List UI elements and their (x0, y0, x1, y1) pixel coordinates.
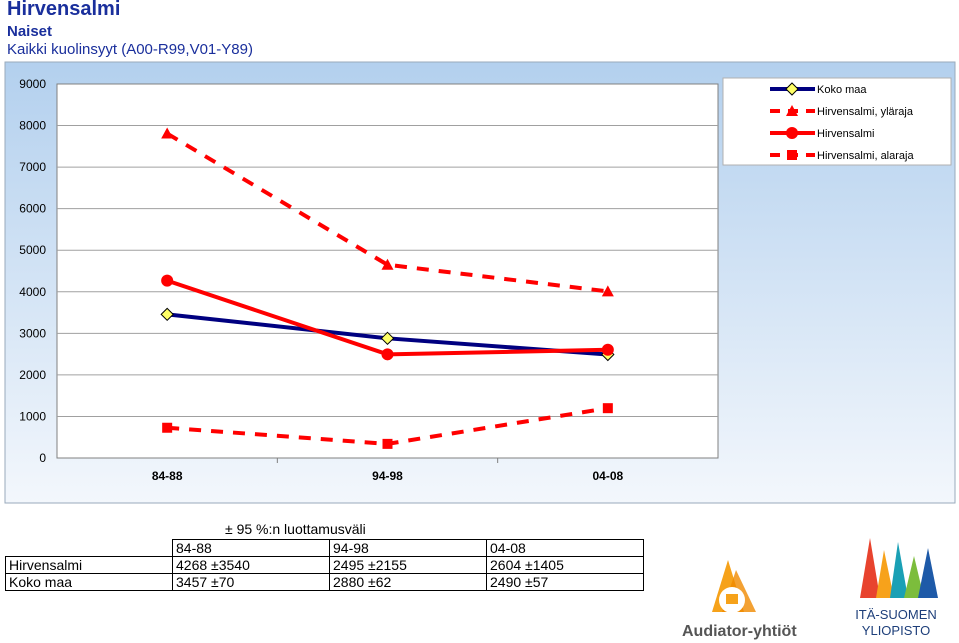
ci-col-header: 04-08 (486, 539, 644, 557)
ci-cell: 3457 ±70 (172, 573, 330, 591)
row-label: Hirvensalmi (5, 556, 173, 574)
legend-item: Hirvensalmi, yläraja (770, 105, 914, 118)
data-point (380, 331, 395, 346)
legend-label: Hirvensalmi (817, 128, 874, 140)
row-label: Koko maa (5, 573, 173, 591)
y-tick-label: 5000 (19, 243, 46, 257)
y-tick-label: 4000 (19, 285, 46, 299)
series-0 (160, 307, 615, 362)
data-point (601, 285, 614, 297)
y-tick-label: 6000 (19, 202, 46, 216)
university-name-line2: YLIOPISTO (862, 623, 930, 638)
page-title: Hirvensalmi (7, 0, 121, 20)
legend-item: Hirvensalmi, alaraja (770, 150, 914, 162)
series-2 (161, 274, 614, 361)
x-tick-label: 94-98 (372, 469, 403, 483)
legend-label: Hirvensalmi, alaraja (817, 150, 914, 162)
university-name-line1: ITÄ-SUOMEN (855, 607, 937, 622)
legend-label: Koko maa (817, 84, 867, 96)
table-row: Hirvensalmi 4268 ±3540 2495 ±2155 2604 ±… (5, 556, 644, 574)
legend-item: Hirvensalmi (770, 127, 874, 140)
page-subtitle: Naiset (7, 23, 53, 40)
ci-col-header: 84-88 (172, 539, 330, 557)
legend-box (722, 77, 952, 166)
y-tick-label: 2000 (19, 368, 46, 382)
series-line (166, 131, 609, 294)
ci-cell: 2490 ±57 (486, 573, 644, 591)
y-tick-label: 1000 (19, 409, 46, 423)
legend-marker (786, 127, 798, 139)
data-point (160, 307, 174, 322)
legend-item: Koko maa (770, 82, 867, 96)
ci-corner-cell (6, 540, 173, 557)
y-tick-label: 0 (39, 451, 46, 465)
line-chart: 0 1000 2000 3000 4000 5000 6000 7000 8000 9000 84… (4, 61, 956, 504)
y-tick-label: 7000 (19, 160, 46, 174)
ci-cell: 4268 ±3540 (172, 556, 330, 574)
x-tick-label: 84-88 (152, 469, 183, 483)
x-tick-label: 04-08 (592, 469, 623, 483)
ci-cell: 2880 ±62 (329, 573, 487, 591)
y-tick-label: 8000 (19, 119, 46, 133)
legend-marker (787, 150, 797, 160)
legend-label: Hirvensalmi, yläraja (817, 106, 914, 118)
ci-cell: 2604 ±1405 (486, 556, 644, 574)
ci-table: 84-88 94-98 04-08 Hirvensalmi 4268 ±3540… (5, 539, 644, 591)
data-point (381, 258, 394, 270)
university-logo: ITÄ-SUOMEN YLIOPISTO (855, 538, 938, 638)
legend-marker (785, 82, 799, 96)
plot-area (56, 83, 719, 459)
data-point (161, 127, 174, 139)
audiator-logo-text: Audiator-yhtiöt (682, 623, 797, 640)
ci-cell: 2495 ±2155 (329, 556, 487, 574)
audiator-logo: Audiator-yhtiöt (682, 560, 797, 640)
ci-col-header: 94-98 (329, 539, 487, 557)
series-3 (162, 403, 613, 449)
data-point (162, 422, 173, 433)
data-point (602, 403, 613, 414)
data-point (161, 274, 174, 287)
data-point (381, 348, 394, 361)
y-tick-label: 3000 (19, 326, 46, 340)
series-1 (161, 127, 614, 297)
data-point (382, 438, 393, 449)
y-tick-label: 9000 (19, 77, 46, 91)
data-point (601, 343, 614, 356)
ci-caption: ± 95 %:n luottamusväli (225, 521, 366, 537)
ci-table-header: 84-88 94-98 04-08 (6, 539, 644, 557)
causes-label: Kaikki kuolinsyyt (A00-R99,V01-Y89) (7, 41, 253, 58)
legend-marker (786, 105, 798, 116)
table-row: Koko maa 3457 ±70 2880 ±62 2490 ±57 (5, 573, 644, 591)
